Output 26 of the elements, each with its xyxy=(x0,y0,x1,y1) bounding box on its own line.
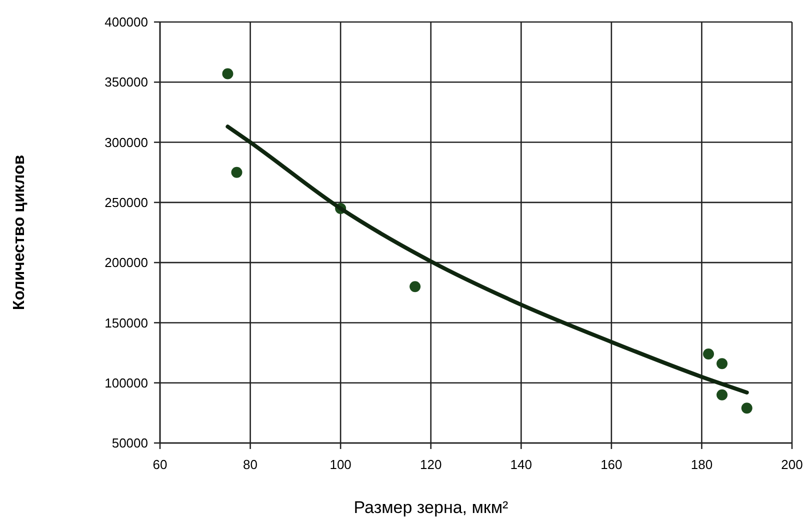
y-tick-label: 300000 xyxy=(104,134,148,150)
x-tick-label: 180 xyxy=(690,457,713,472)
y-tick-label: 400000 xyxy=(104,14,148,30)
x-tick-label: 120 xyxy=(420,457,442,472)
y-tick-label: 100000 xyxy=(104,375,148,390)
x-tick-label: 100 xyxy=(330,457,352,472)
point xyxy=(222,68,234,80)
point xyxy=(741,402,752,414)
x-tick-label: 80 xyxy=(243,457,258,472)
point xyxy=(231,166,242,178)
y-tick-label: 350000 xyxy=(104,74,148,90)
y-axis-title: Количество циклов xyxy=(11,154,28,310)
y-tick-label: 150000 xyxy=(104,315,148,330)
point xyxy=(702,348,714,360)
x-tick-label: 160 xyxy=(600,457,622,472)
y-tick-label: 50000 xyxy=(112,436,148,451)
x-tick-label: 60 xyxy=(152,457,168,472)
x-axis-title: Размер зерна, мкм² xyxy=(354,498,509,517)
x-tick-label: 200 xyxy=(781,457,803,472)
line-series xyxy=(226,124,749,394)
y-tick-label: 200000 xyxy=(104,255,148,270)
point xyxy=(716,358,728,370)
point xyxy=(410,281,421,292)
point xyxy=(716,389,728,400)
y-tick-label: 250000 xyxy=(104,194,148,210)
x-tick-label: 140 xyxy=(510,457,532,472)
